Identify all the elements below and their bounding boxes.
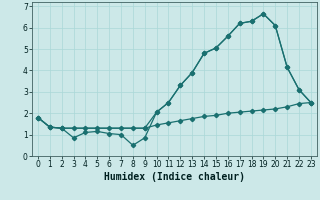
X-axis label: Humidex (Indice chaleur): Humidex (Indice chaleur) [104,172,245,182]
